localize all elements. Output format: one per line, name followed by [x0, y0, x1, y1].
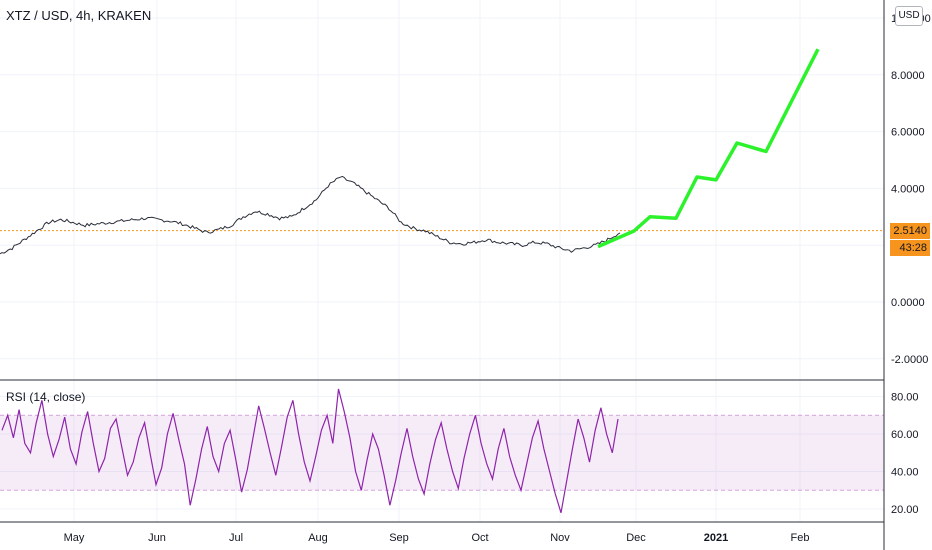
y-tick-label: 6.0000: [891, 127, 925, 139]
x-tick-label: Nov: [550, 532, 570, 544]
projection-line: [597, 48, 820, 249]
x-tick-label: Jun: [148, 532, 166, 544]
time-axis[interactable]: May Jun Jul Aug Sep Oct Nov Dec 2021 Feb: [64, 532, 810, 544]
x-tick-label: Sep: [389, 532, 409, 544]
rsi-title: RSI (14, close): [6, 390, 86, 404]
rsi-tick-label: 60.00: [891, 429, 919, 441]
price-series-line: [0, 175, 621, 255]
x-tick-label: 2021: [704, 532, 728, 544]
rsi-tick-label: 20.00: [891, 504, 919, 516]
rsi-grid: [0, 380, 884, 522]
x-tick-label: Feb: [791, 532, 810, 544]
x-tick-label: Aug: [308, 532, 328, 544]
main-grid: [0, 0, 884, 380]
countdown-badge: 43:28: [890, 240, 930, 256]
y-tick-label: 8.0000: [891, 70, 925, 82]
rsi-series-line: [1, 388, 619, 513]
x-tick-label: Oct: [471, 532, 488, 544]
rsi-axis[interactable]: 20.00 40.00 60.00 80.00: [891, 392, 919, 517]
price-axis[interactable]: -2.00000.00002.00004.00006.00008.000010.…: [891, 13, 931, 366]
x-tick-label: Jul: [229, 532, 243, 544]
last-price-badge: 2.5140: [890, 223, 930, 239]
chart-title: XTZ / USD, 4h, KRAKEN: [6, 8, 152, 23]
rsi-tick-label: 40.00: [891, 467, 919, 479]
rsi-tick-label: 80.00: [891, 392, 919, 404]
y-tick-label: -2.0000: [891, 354, 928, 366]
y-tick-label: 4.0000: [891, 183, 925, 195]
x-tick-label: Dec: [626, 532, 646, 544]
x-tick-label: May: [64, 532, 85, 544]
y-tick-label: 0.0000: [891, 297, 925, 309]
currency-button[interactable]: USD: [895, 6, 923, 26]
